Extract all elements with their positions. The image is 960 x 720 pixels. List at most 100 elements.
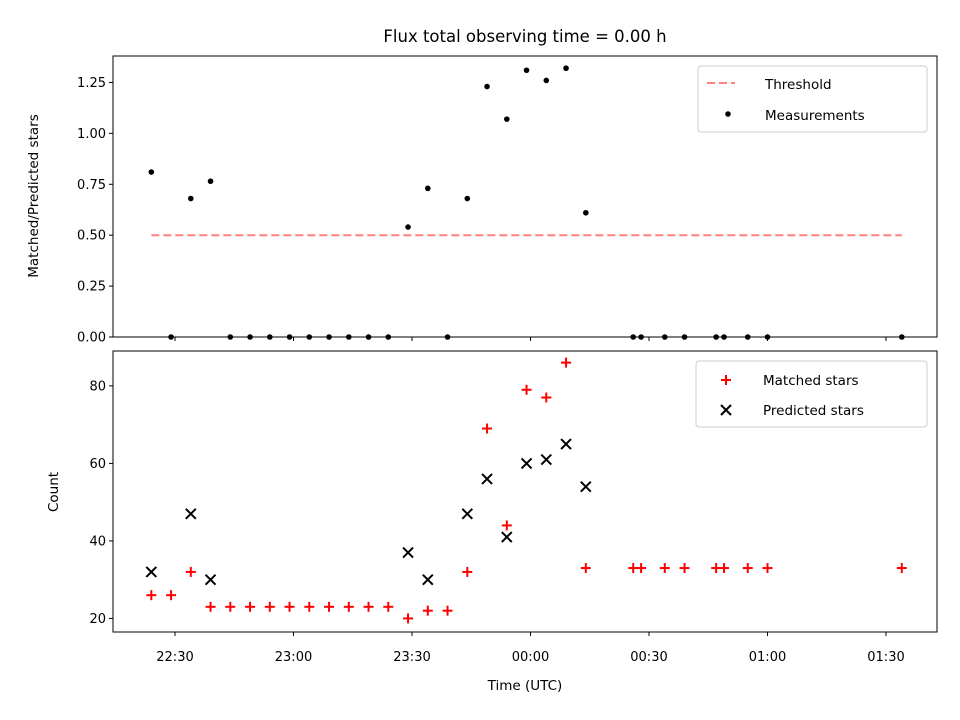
x-marker-b [720,404,732,416]
bottom-y-tick-label: 40 [89,534,106,549]
predicted-star-point [204,573,217,586]
measurement-point [543,77,550,84]
x-marker-b [481,473,493,485]
predicted-star-point [145,566,158,578]
matched-star-point [679,563,690,574]
measurement-point [464,195,471,202]
x-marker-b [145,566,158,578]
measurement-point [207,178,214,185]
matched-star-point [561,357,572,368]
measurement-point [425,185,431,192]
top-y-tick-label: 0.00 [77,331,106,346]
legend-measurements-swatch [725,111,731,117]
measurement-point [188,195,194,202]
matched-star-point [225,601,236,612]
top-y-axis-label: Matched/Predicted stars [26,114,42,277]
matched-star-point [185,566,196,577]
bottom-axes: 20 40 60 80 22:30 23:00 23:30 00:00 00:30 01:00 01… [89,350,938,665]
top-axes-frame [112,55,938,338]
x-marker-b [204,573,217,586]
legend-predicted-label: Predicted stars [763,403,864,419]
x-marker-b [422,573,434,586]
measurement-point [563,65,569,72]
measurement-point [504,116,510,122]
top-y-tick-label: 1.25 [77,76,106,91]
x-tick-label: 00:30 [630,650,667,665]
bottom-y-tick-label: 80 [89,379,106,394]
predicted-star-point [481,473,493,485]
x-marker-b [560,438,572,450]
predicted-star-point [540,453,553,466]
x-tick-label: 00:00 [512,650,549,665]
x-axis-label: Time (UTC) [487,678,563,694]
matched-star-point [403,613,414,624]
chart-title: Flux total observing time = 0.00 h [383,27,666,46]
matched-star-point [324,601,335,612]
x-tick-label: 23:30 [393,650,430,665]
predicted-star-point [580,480,592,493]
matched-star-point [541,392,552,403]
matched-star-point [264,601,275,612]
matched-star-point [146,590,157,601]
measurement-point [523,67,530,74]
measurement-point [405,224,411,230]
x-marker-b [402,546,414,559]
x-marker-b [501,531,513,543]
top-legend: Threshold Measurements [697,65,928,133]
matched-star-point [462,566,473,577]
matched-star-point [896,563,907,574]
top-y-tick-label: 0.25 [77,280,106,295]
matched-star-point [245,601,256,612]
predicted-star-point [461,508,474,520]
x-tick-label: 22:30 [156,650,193,665]
top-y-tick-label: 0.50 [77,229,106,244]
matched-star-point [636,563,647,574]
legend-matched-swatch [721,375,731,385]
bottom-legend: Matched stars Predicted stars [695,360,928,428]
x-tick-label: 23:00 [275,650,312,665]
matched-star-point [442,605,453,616]
bottom-legend-box [695,360,928,428]
x-marker-b [540,453,553,466]
top-legend-box [697,65,928,133]
top-y-tick-label: 1.00 [77,127,106,142]
matched-star-point [501,520,512,531]
matched-star-point [521,384,532,395]
bottom-y-axis-label: Count [46,472,62,512]
x-marker-b [461,508,474,520]
matched-star-point [343,601,354,612]
x-marker-b [580,480,592,493]
x-marker-b [520,457,533,470]
matched-star-point [166,590,177,601]
matched-star-point [659,563,670,574]
measurement-point [583,209,589,216]
matched-star-point [284,601,295,612]
predicted-star-point [501,531,513,543]
measurement-point [148,169,155,175]
matched-star-point [719,563,730,574]
predicted-star-point [520,457,533,470]
legend-predicted-swatch [720,404,732,416]
bottom-y-tick-label: 60 [89,457,106,472]
x-marker-b [185,508,197,520]
legend-measurements-label: Measurements [765,108,865,124]
matched-star-point [205,601,216,612]
matched-star-point [742,563,753,574]
legend-threshold-label: Threshold [764,77,832,93]
predicted-star-point [422,573,434,586]
predicted-star-point [560,438,572,450]
matched-star-point [762,563,773,574]
x-tick-label: 01:30 [867,650,904,665]
top-y-tick-label: 0.75 [77,178,106,193]
predicted-star-point [402,546,414,559]
matched-star-point [304,601,315,612]
top-axes: 0.00 0.25 0.50 0.75 1.00 1.25 Threshold Measure… [77,55,938,346]
bottom-axes-frame [112,350,938,633]
matched-star-point [580,563,591,574]
predicted-star-point [185,508,197,520]
matched-star-point [422,605,433,616]
matched-star-point [363,601,374,612]
matched-star-point [482,423,493,434]
measurement-point [484,83,490,90]
